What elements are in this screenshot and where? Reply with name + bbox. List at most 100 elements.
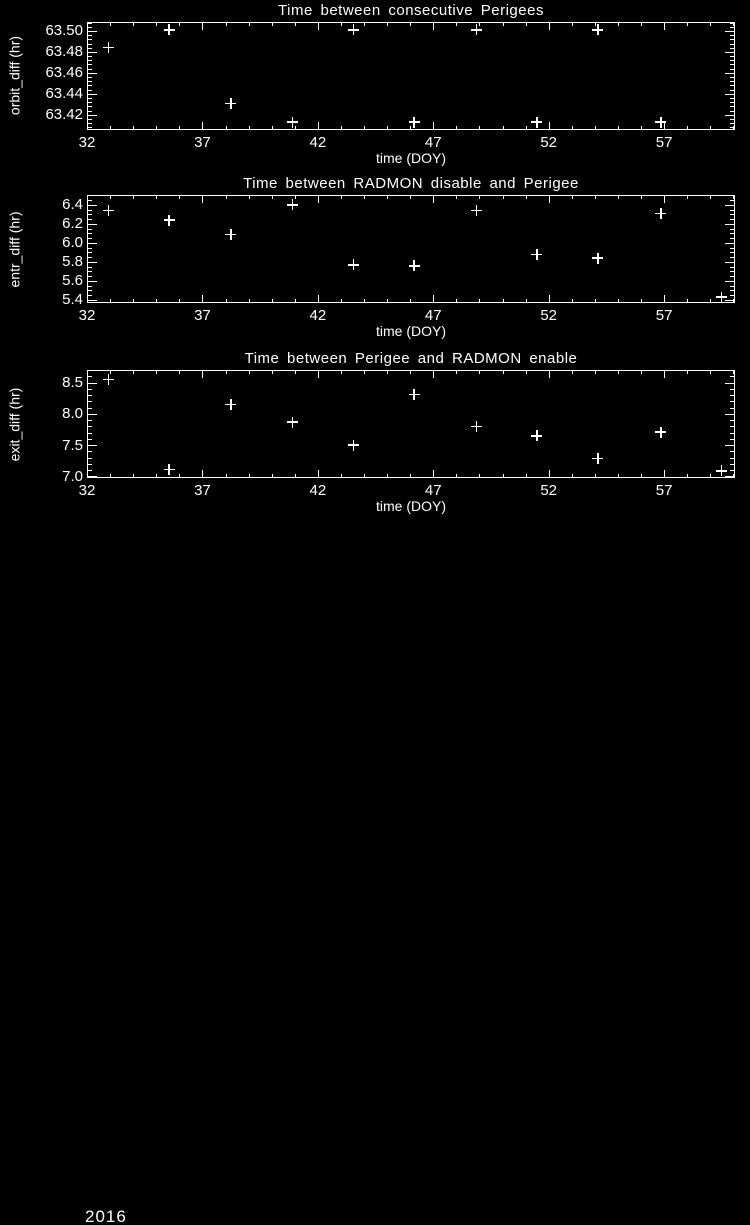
x-tick — [133, 196, 135, 199]
x-tick — [340, 125, 342, 129]
y-tick — [730, 276, 734, 278]
x-tick — [479, 196, 481, 199]
x-tick — [502, 196, 504, 199]
x-tick — [710, 196, 712, 199]
x-tick — [87, 196, 88, 203]
x-tick — [733, 474, 735, 477]
data-point-marker — [531, 430, 543, 442]
y-tick — [88, 200, 92, 202]
y-tick — [88, 114, 97, 116]
x-tick — [594, 125, 596, 129]
data-point-marker — [163, 24, 175, 36]
y-tick — [730, 271, 734, 273]
x-tick-label: 47 — [424, 482, 442, 499]
x-tick — [387, 299, 389, 302]
y-tick — [88, 252, 92, 254]
data-point-marker — [103, 374, 115, 386]
y-tick-label: 8.0 — [62, 405, 83, 423]
plot-frame — [87, 370, 735, 478]
x-tick — [433, 121, 435, 129]
x-tick — [410, 371, 412, 374]
x-tick — [502, 125, 504, 129]
y-tick — [730, 247, 734, 249]
y-tick-label: 63.42 — [45, 106, 83, 124]
y-tick — [730, 22, 734, 24]
x-tick — [433, 371, 435, 378]
x-tick — [594, 22, 596, 26]
x-tick — [110, 196, 112, 199]
x-tick-label: 52 — [540, 307, 558, 324]
y-tick-label: 8.5 — [62, 374, 83, 392]
y-tick — [88, 89, 92, 91]
y-tick — [88, 233, 92, 235]
y-tick — [725, 280, 734, 282]
data-point-marker — [163, 464, 175, 476]
y-tick — [730, 233, 734, 235]
y-axis-label: orbit_diff (hr) — [6, 35, 23, 116]
y-tick — [88, 106, 92, 108]
y-tick — [725, 51, 734, 53]
y-tick — [730, 119, 734, 120]
x-tick — [571, 299, 573, 302]
x-tick — [525, 474, 527, 477]
x-tick — [156, 371, 158, 374]
data-point-marker — [655, 426, 667, 438]
y-tick — [730, 123, 734, 125]
x-tick — [410, 196, 412, 199]
y-tick — [88, 219, 92, 221]
x-tick — [502, 371, 504, 374]
x-tick — [364, 299, 366, 302]
x-tick — [594, 299, 596, 302]
y-tick — [88, 64, 92, 66]
plot-title: Time between Perigee and RADMON enable — [244, 350, 578, 367]
x-tick — [156, 299, 158, 302]
y-tick — [88, 257, 92, 259]
x-tick — [317, 196, 319, 203]
x-tick — [387, 196, 389, 199]
y-tick-label: 6.0 — [62, 234, 83, 252]
x-tick — [641, 474, 643, 477]
y-tick — [88, 290, 92, 292]
y-tick — [725, 72, 734, 74]
x-tick — [248, 196, 250, 199]
data-point-marker — [531, 116, 543, 128]
data-point-marker — [286, 116, 298, 128]
x-tick — [525, 196, 527, 199]
x-tick — [571, 196, 573, 199]
data-point-marker — [347, 24, 359, 36]
y-tick — [88, 407, 92, 409]
x-tick — [502, 474, 504, 477]
y-tick — [730, 238, 734, 240]
x-tick — [156, 22, 158, 26]
data-point-marker — [471, 205, 483, 217]
x-tick — [664, 470, 666, 477]
y-tick — [725, 382, 734, 384]
x-tick — [410, 474, 412, 477]
x-tick — [87, 470, 88, 477]
x-tick — [641, 371, 643, 374]
x-tick — [548, 22, 550, 30]
y-tick — [725, 445, 734, 447]
y-tick — [88, 280, 97, 282]
y-tick — [730, 60, 734, 62]
y-tick — [730, 64, 734, 66]
x-tick — [664, 22, 666, 30]
y-tick — [88, 295, 92, 297]
x-tick — [87, 121, 88, 129]
x-tick — [548, 470, 550, 477]
y-tick — [730, 290, 734, 292]
x-tick — [687, 371, 689, 374]
x-tick — [364, 474, 366, 477]
x-tick — [502, 22, 504, 26]
x-tick — [364, 196, 366, 199]
x-tick — [594, 196, 596, 199]
x-tick — [710, 474, 712, 477]
x-tick — [456, 371, 458, 374]
y-tick-label: 6.4 — [62, 196, 83, 214]
data-point-marker — [286, 199, 298, 211]
y-tick — [725, 242, 734, 244]
x-tick — [664, 121, 666, 129]
y-tick — [730, 370, 734, 372]
y-tick — [725, 93, 734, 95]
x-tick — [571, 371, 573, 374]
